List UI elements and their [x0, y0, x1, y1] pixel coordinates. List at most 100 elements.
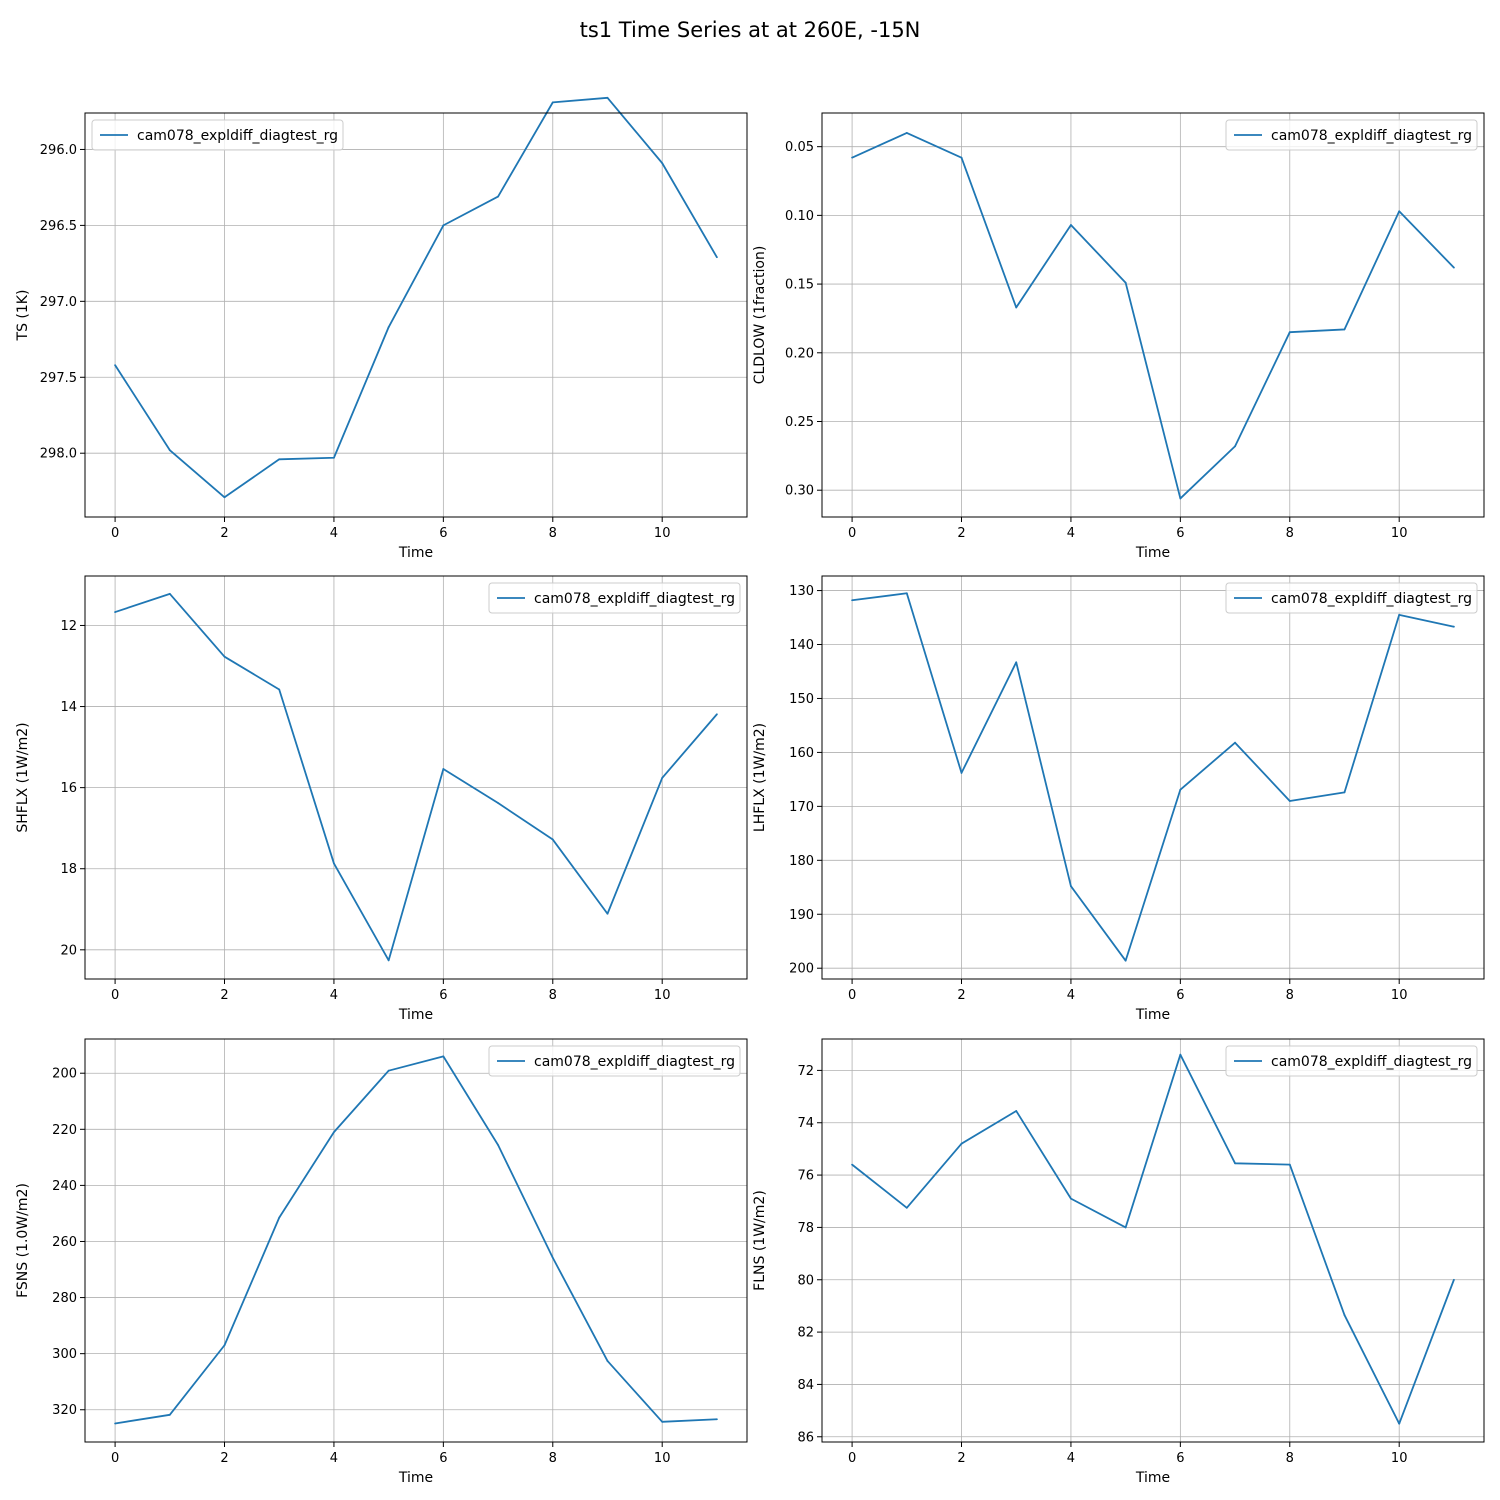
- x-tick-label: 0: [848, 1451, 856, 1466]
- data-point: [1288, 331, 1291, 334]
- y-axis-label: LHFLX (1W/m2): [752, 723, 768, 832]
- data-point: [1179, 497, 1182, 500]
- x-axis-label: Time: [1135, 545, 1170, 561]
- x-tick-label: 2: [220, 1451, 228, 1466]
- data-point: [1288, 800, 1291, 802]
- data-point: [278, 688, 281, 691]
- data-point: [1070, 224, 1072, 226]
- data-point: [1234, 741, 1236, 744]
- x-tick-label: 6: [439, 988, 447, 1003]
- x-tick-label: 4: [330, 988, 338, 1003]
- x-tick-label: 6: [1176, 988, 1184, 1003]
- y-tick-label: 0.10: [785, 209, 814, 224]
- x-tick-label: 2: [220, 988, 228, 1003]
- y-tick-label: 82: [797, 1326, 814, 1341]
- data-point: [1124, 1226, 1127, 1229]
- data-point: [333, 1131, 335, 1134]
- data-point: [661, 162, 664, 165]
- data-point: [223, 496, 226, 499]
- legend-box: [488, 1045, 741, 1077]
- series-line: [114, 592, 718, 962]
- y-tick-label: 180: [789, 854, 814, 869]
- x-axis-label: Time: [398, 1470, 433, 1486]
- legend: cam078_expldiff_diagtest_rg: [1225, 1045, 1478, 1077]
- legend-label: cam078_expldiff_diagtest_rg: [1271, 1054, 1472, 1070]
- data-point: [387, 959, 390, 962]
- y-axis-label: FSNS (1.0W/m2): [15, 1183, 31, 1298]
- data-point: [114, 364, 116, 367]
- series-line: [114, 1055, 717, 1425]
- data-point: [1015, 1110, 1018, 1112]
- chart-panel-1: 0 2 4 6 8 10 296.0 296.5 297.0 297.5 298.0 Time TS (…: [15, 96, 748, 561]
- x-tick-label: 0: [848, 526, 856, 541]
- data-point: [1343, 328, 1346, 331]
- y-tick-label: 130: [789, 584, 814, 599]
- axes-frame: [821, 112, 1485, 518]
- series-line: [851, 1053, 1455, 1425]
- x-tick-label: 2: [957, 526, 965, 541]
- x-tick-label: 4: [1067, 526, 1075, 541]
- data-point: [497, 195, 499, 198]
- data-point: [168, 449, 171, 452]
- y-tick-label: 14: [60, 700, 77, 715]
- axes-frame: [84, 112, 748, 518]
- chart-panel-4: 0 2 4 6 8 10 130 140 150 160 170 180 190 200 Time LHFLX…: [752, 575, 1485, 1023]
- data-point: [333, 862, 335, 865]
- y-tick-label: 190: [789, 908, 814, 923]
- y-axis-label: FLNS (1W/m2): [752, 1190, 768, 1291]
- series-line: [851, 132, 1455, 500]
- data-point: [905, 1206, 908, 1209]
- y-tick-label: 297.0: [40, 295, 77, 310]
- x-tick-label: 2: [957, 988, 965, 1003]
- y-tick-label: 260: [52, 1235, 77, 1250]
- x-tick-label: 8: [549, 526, 557, 541]
- series-line: [114, 96, 718, 499]
- data-point: [1234, 1162, 1236, 1165]
- figure-title: ts1 Time Series at at 260E, -15N: [580, 18, 921, 42]
- data-point: [114, 1422, 116, 1425]
- chart-panel-3: 0 2 4 6 8 10 12 14 16 18 20 Time SHFLX (1W/m2) cam078…: [15, 575, 748, 1023]
- y-tick-label: 296.0: [40, 143, 77, 158]
- x-tick-label: 10: [654, 1451, 671, 1466]
- data-point: [960, 1142, 963, 1145]
- data-point: [1398, 210, 1401, 213]
- x-tick-label: 8: [1286, 988, 1294, 1003]
- data-point: [1453, 266, 1455, 269]
- x-tick-label: 10: [1391, 526, 1408, 541]
- legend: cam078_expldiff_diagtest_rg: [488, 582, 741, 614]
- data-point: [716, 1418, 718, 1421]
- x-tick-label: 0: [111, 1451, 119, 1466]
- x-tick-label: 10: [1391, 1451, 1408, 1466]
- x-tick-label: 0: [111, 526, 119, 541]
- x-tick-label: 4: [330, 526, 338, 541]
- data-point: [1343, 1314, 1346, 1316]
- series-line: [851, 592, 1455, 962]
- data-point: [716, 256, 718, 259]
- y-tick-label: 74: [797, 1116, 814, 1131]
- axes-frame: [84, 1038, 748, 1443]
- x-tick-label: 2: [220, 526, 228, 541]
- x-tick-label: 4: [330, 1451, 338, 1466]
- y-tick-label: 86: [797, 1430, 814, 1445]
- y-tick-label: 150: [789, 692, 814, 707]
- data-point: [1179, 788, 1182, 791]
- data-point: [1343, 791, 1346, 794]
- x-tick-label: 8: [1286, 526, 1294, 541]
- data-point: [1288, 1163, 1291, 1166]
- x-tick-label: 8: [549, 988, 557, 1003]
- data-point: [1453, 625, 1455, 628]
- legend: cam078_expldiff_diagtest_rg: [1225, 119, 1478, 151]
- y-tick-label: 0.30: [785, 484, 814, 499]
- y-tick-label: 72: [797, 1064, 814, 1079]
- data-point: [905, 132, 908, 134]
- axes-frame: [821, 1038, 1485, 1443]
- y-axis-label: SHFLX (1W/m2): [15, 722, 31, 832]
- data-point: [168, 592, 171, 595]
- y-tick-label: 0.25: [785, 415, 814, 430]
- x-tick-label: 10: [1391, 988, 1408, 1003]
- y-tick-label: 296.5: [40, 219, 77, 234]
- x-tick-label: 6: [1176, 526, 1184, 541]
- data-point: [278, 1216, 281, 1219]
- y-tick-label: 84: [797, 1378, 814, 1393]
